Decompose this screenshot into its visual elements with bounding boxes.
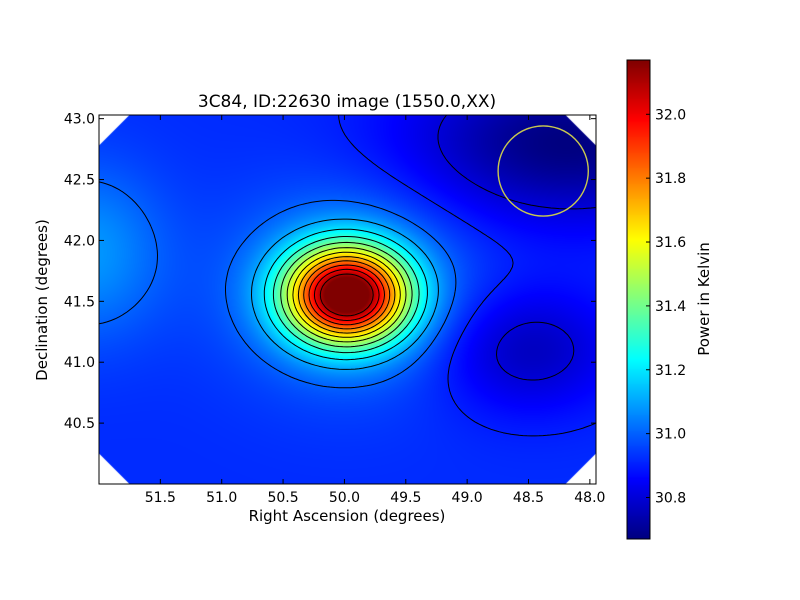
x-tick-label: 49.5 — [390, 490, 421, 506]
colorbar-tick-label: 31.2 — [655, 363, 686, 379]
colorbar-tick-label: 32.0 — [655, 107, 686, 123]
contour-level-4 — [263, 228, 428, 361]
contour-level-12 — [313, 268, 380, 321]
y-tick-label: 43.0 — [64, 112, 95, 128]
contour-level-3 — [251, 218, 439, 370]
x-tick-label: 50.5 — [267, 490, 298, 506]
contour-level-11 — [308, 264, 385, 326]
y-tick-label: 41.0 — [64, 355, 95, 371]
y-tick-label: 42.5 — [64, 173, 95, 189]
chart-title: 3C84, ID:22630 image (1550.0,XX) — [198, 92, 496, 112]
colorbar-tick-label: 31.6 — [655, 235, 686, 251]
colorbar-tick-label: 31.0 — [655, 427, 686, 443]
colorbar-gradient — [627, 60, 650, 539]
plot-area — [98, 114, 597, 485]
contour-level-8 — [292, 251, 401, 338]
plot-frame — [98, 114, 597, 485]
colorbar-tick-label: 31.8 — [655, 171, 686, 187]
contour-level-6 — [280, 241, 413, 348]
colorbar-axis: 30.8 31.0 31.2 31.4 31.6 31.8 32.0 — [646, 107, 686, 506]
contour-level-1 — [338, 115, 596, 437]
contour-level-13 — [319, 273, 374, 317]
colorbar-tick-label: 30.8 — [655, 490, 686, 506]
x-tick-label: 48.5 — [513, 490, 544, 506]
contour-level-2 — [99, 181, 457, 389]
x-tick-label: 48.0 — [574, 490, 605, 506]
y-axis-label: Declination (degrees) — [33, 219, 51, 381]
colorbar: 30.8 31.0 31.2 31.4 31.6 31.8 32.0 Power in Ke… — [626, 59, 713, 540]
y-tick-label: 40.5 — [64, 416, 95, 432]
x-axis: 51.5 51.0 50.5 50.0 49.5 49.0 48.5 48.0 — [145, 115, 605, 506]
x-tick-label: 51.5 — [145, 490, 176, 506]
contour-level-5 — [272, 236, 420, 354]
contour-lines — [99, 115, 596, 437]
heatmap-image — [99, 115, 596, 484]
y-tick-label: 42.0 — [64, 233, 95, 249]
colorbar-label: Power in Kelvin — [695, 242, 713, 356]
x-tick-label: 49.0 — [452, 490, 483, 506]
x-axis-label: Right Ascension (degrees) — [249, 507, 446, 525]
contour-level-7 — [286, 247, 407, 343]
contour-level-0 — [437, 115, 596, 381]
contour-level-10 — [303, 260, 391, 330]
x-tick-label: 50.0 — [329, 490, 360, 506]
beam-circle — [497, 125, 590, 217]
contour-level-9 — [297, 256, 396, 334]
colorbar-frame — [626, 59, 651, 540]
x-tick-label: 51.0 — [206, 490, 237, 506]
y-axis: 40.5 41.0 41.5 42.0 42.5 43.0 — [64, 112, 596, 432]
colorbar-tick-label: 31.4 — [655, 299, 686, 315]
y-tick-label: 41.5 — [64, 294, 95, 310]
